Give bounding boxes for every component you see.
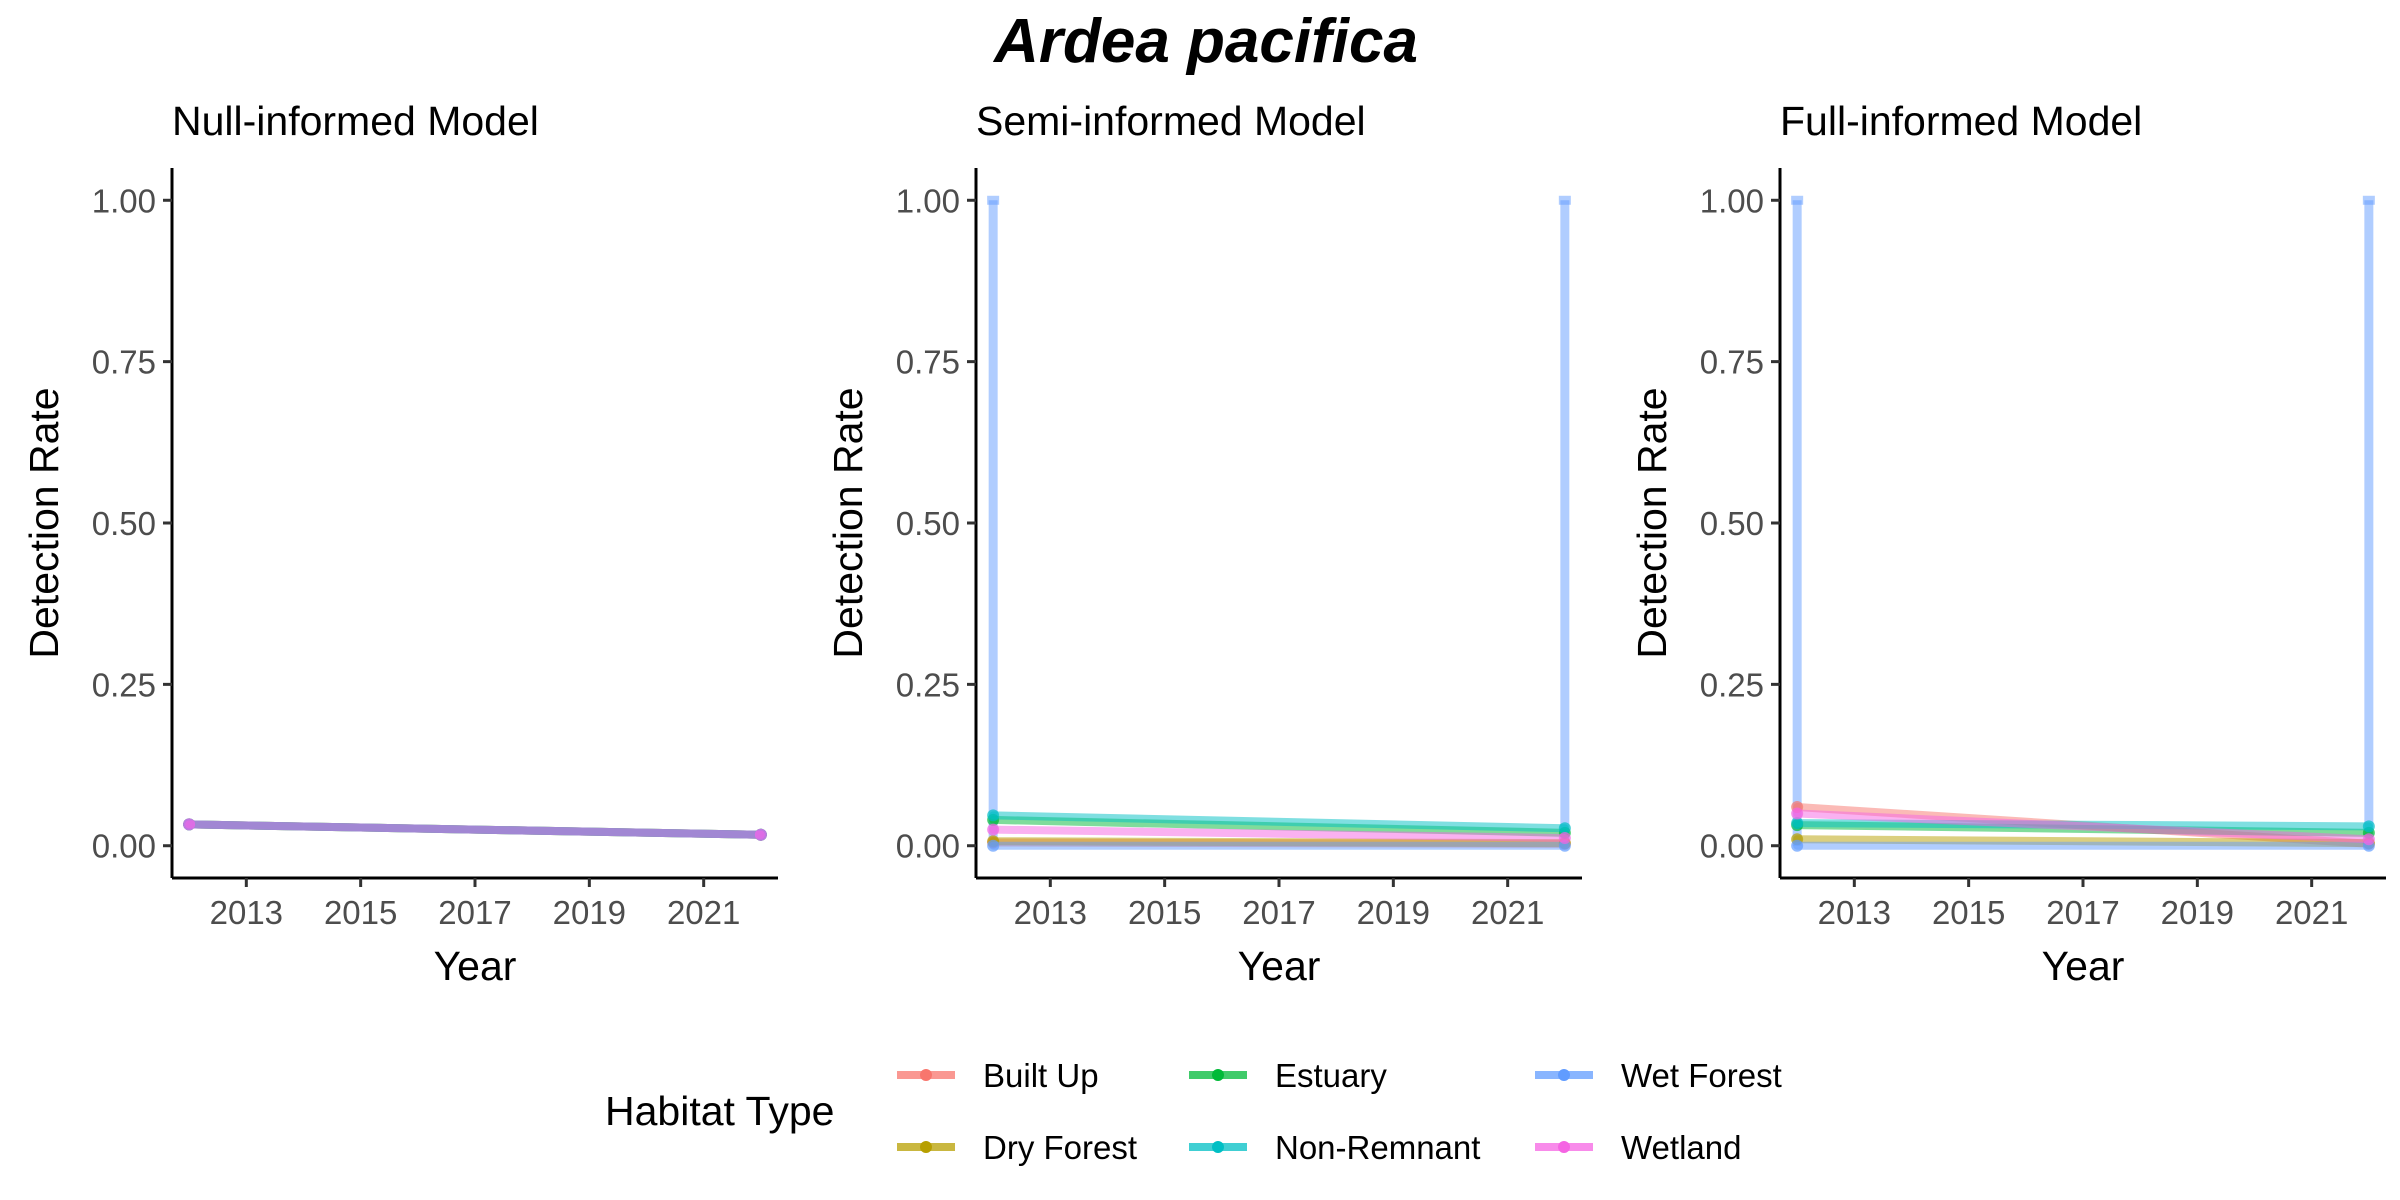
panel-title: Null-informed Model	[172, 98, 539, 144]
legend-item-non-remnant: Non-Remnant	[1189, 1129, 1480, 1166]
x-tick-label: 2015	[1128, 894, 1201, 931]
series-line-estuary	[989, 815, 1569, 837]
data-point-non-remnant	[987, 809, 1000, 822]
legend-label: Dry Forest	[983, 1129, 1137, 1166]
x-axis-title: Year	[434, 943, 517, 989]
legend-key-point	[1212, 1069, 1224, 1081]
data-point-non-remnant	[1791, 817, 1804, 830]
panel-title: Full-informed Model	[1780, 98, 2142, 144]
data-point-wetland	[1791, 807, 1804, 820]
x-tick-label: 2021	[1471, 894, 1544, 931]
y-tick-label: 0.00	[92, 828, 156, 865]
y-tick-label: 1.00	[896, 182, 960, 219]
y-tick-label: 0.50	[92, 505, 156, 542]
legend-item-estuary: Estuary	[1189, 1057, 1387, 1094]
data-point-wetland	[183, 818, 196, 831]
x-tick-label: 2017	[2046, 894, 2119, 931]
legend-label: Estuary	[1275, 1057, 1387, 1094]
y-tick-label: 1.00	[1700, 182, 1764, 219]
data-point-wet-forest	[1791, 839, 1804, 852]
legend: Habitat Type Built Up Dry Forest Estuary No…	[605, 1057, 1782, 1166]
y-tick-label: 0.50	[1700, 505, 1764, 542]
data-point-wetland	[754, 828, 767, 841]
legend-key-point	[1558, 1069, 1570, 1081]
data-point-non-remnant	[2362, 820, 2375, 833]
series-line-wetland	[185, 820, 765, 839]
x-tick-label: 2015	[324, 894, 397, 931]
legend-title: Habitat Type	[605, 1088, 834, 1134]
series-line-wetland	[989, 825, 1569, 842]
data-point-wetland	[987, 823, 1000, 836]
legend-item-dry-forest: Dry Forest	[897, 1129, 1137, 1166]
x-axis-title: Year	[2042, 943, 2125, 989]
legend-item-wet-forest: Wet Forest	[1535, 1057, 1782, 1094]
x-tick-label: 2017	[1242, 894, 1315, 931]
data-point-wet-forest	[987, 839, 1000, 852]
x-tick-label: 2019	[2161, 894, 2234, 931]
y-tick-label: 0.75	[92, 344, 156, 381]
legend-item-wetland: Wetland	[1535, 1129, 1741, 1166]
y-tick-label: 0.00	[896, 828, 960, 865]
legend-key-point	[920, 1141, 932, 1153]
x-tick-label: 2017	[438, 894, 511, 931]
x-tick-label: 2013	[210, 894, 283, 931]
data-point-wetland	[1558, 831, 1571, 844]
data-point-wetland	[2362, 833, 2375, 846]
y-tick-label: 0.25	[896, 666, 960, 703]
legend-label: Built Up	[983, 1057, 1099, 1094]
x-tick-label: 2019	[553, 894, 626, 931]
series-line-non-remnant	[989, 811, 1569, 833]
y-axis-title: Detection Rate	[21, 387, 67, 658]
figure-title: Ardea pacifica	[992, 7, 1418, 76]
panel-title: Semi-informed Model	[976, 98, 1366, 144]
y-tick-label: 0.25	[1700, 666, 1764, 703]
y-axis-title: Detection Rate	[1629, 387, 1675, 658]
legend-key-point	[920, 1069, 932, 1081]
legend-key-point	[1558, 1141, 1570, 1153]
panels: Null-informed Model 0.00 0.25 0.50 0.75 1.00 2…	[21, 98, 2386, 989]
x-tick-label: 2015	[1932, 894, 2005, 931]
legend-label: Non-Remnant	[1275, 1129, 1480, 1166]
y-tick-label: 0.00	[1700, 828, 1764, 865]
panel-null-informed-model: Null-informed Model 0.00 0.25 0.50 0.75 1.00 2…	[21, 98, 778, 989]
legend-label: Wetland	[1621, 1129, 1741, 1166]
x-tick-label: 2013	[1014, 894, 1087, 931]
legend-item-built-up: Built Up	[897, 1057, 1099, 1094]
panel-full-informed-model: Full-informed Model 0.00 0.25 0.50 0.75 1.00 2…	[1629, 98, 2386, 989]
x-tick-label: 2021	[667, 894, 740, 931]
y-tick-label: 0.50	[896, 505, 960, 542]
y-axis-title: Detection Rate	[825, 387, 871, 658]
legend-key-point	[1212, 1141, 1224, 1153]
y-tick-label: 1.00	[92, 182, 156, 219]
x-tick-label: 2021	[2275, 894, 2348, 931]
legend-label: Wet Forest	[1621, 1057, 1782, 1094]
x-axis-title: Year	[1238, 943, 1321, 989]
y-tick-label: 0.75	[1700, 344, 1764, 381]
x-tick-label: 2013	[1818, 894, 1891, 931]
panel-semi-informed-model: Semi-informed Model 0.00 0.25 0.50 0.75 1.00 2…	[825, 98, 1582, 989]
series-line-wetland	[1793, 809, 2373, 844]
x-tick-label: 2019	[1357, 894, 1430, 931]
y-tick-label: 0.75	[896, 344, 960, 381]
y-tick-label: 0.25	[92, 666, 156, 703]
data-point-non-remnant	[1558, 822, 1571, 835]
